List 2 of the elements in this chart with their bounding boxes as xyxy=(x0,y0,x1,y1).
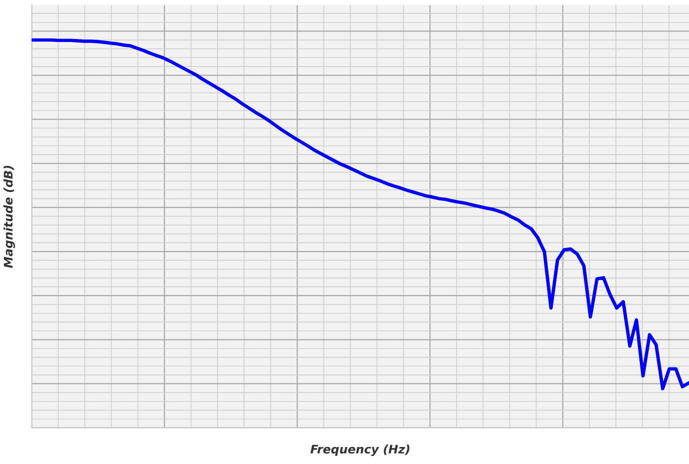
y-axis-title: Magnitude (dB) xyxy=(4,166,16,268)
x-axis-title: Frequency (Hz) xyxy=(310,444,410,456)
